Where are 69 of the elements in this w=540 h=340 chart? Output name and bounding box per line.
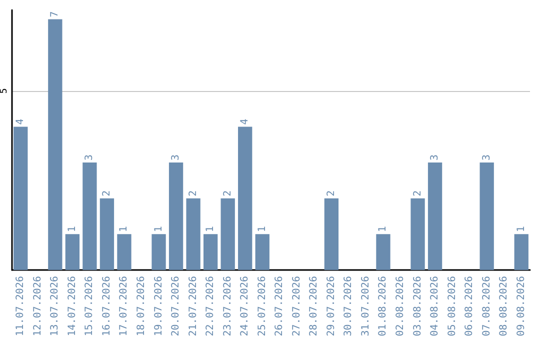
x-tick-label: 24.07.2026: [240, 276, 251, 336]
bar: [514, 234, 528, 270]
x-tick-label: 06.08.2026: [464, 276, 476, 336]
bar: [480, 162, 494, 270]
x-tick-label: 05.08.2026: [446, 276, 458, 336]
x-tick-label: 03.08.2026: [412, 276, 424, 336]
bar: [117, 234, 132, 270]
data-label: 3: [481, 154, 492, 161]
x-tick-label: 07.08.2026: [481, 276, 492, 336]
data-label: 2: [412, 190, 424, 196]
x-tick-label: 18.07.2026: [136, 276, 147, 336]
data-label: 3: [430, 154, 441, 161]
x-tick-label: 28.07.2026: [308, 276, 320, 336]
x-tick-label: 02.08.2026: [395, 276, 406, 336]
x-tick-label: 30.07.2026: [343, 276, 354, 336]
x-tick-label: 19.07.2026: [153, 276, 164, 336]
x-tick-label: 26.07.2026: [274, 276, 286, 336]
data-label: 1: [205, 226, 216, 232]
bar: [152, 234, 166, 270]
data-label: 1: [256, 226, 268, 232]
bar: [238, 126, 252, 270]
data-label: 1: [66, 226, 78, 232]
x-tick-label: 13.07.2026: [50, 276, 61, 336]
data-label: 1: [516, 226, 527, 232]
bar: [65, 234, 80, 270]
x-tick-label: 09.08.2026: [516, 276, 527, 336]
bar: [376, 234, 390, 270]
x-tick-label: 12.07.2026: [32, 276, 44, 336]
data-label: 1: [378, 226, 389, 232]
bar: [255, 234, 270, 270]
x-tick-label: 11.07.2026: [15, 276, 26, 336]
bar: [186, 198, 200, 270]
data-label: 3: [84, 154, 96, 161]
data-label: 2: [188, 190, 199, 196]
x-tick-label: 21.07.2026: [188, 276, 199, 336]
bar: [48, 19, 62, 270]
x-tick-label: 23.07.2026: [222, 276, 234, 336]
x-tick-label: 22.07.2026: [205, 276, 216, 336]
data-label: 1: [153, 226, 164, 232]
x-tick-label: 16.07.2026: [101, 276, 112, 336]
data-label: 2: [326, 190, 337, 196]
x-tick-label: 29.07.2026: [326, 276, 337, 336]
x-tick-label: 25.07.2026: [256, 276, 268, 336]
bar: [428, 162, 442, 270]
bar: [220, 198, 235, 270]
data-label: 1: [118, 226, 130, 232]
bar: [82, 162, 97, 270]
data-label: 4: [15, 118, 26, 125]
x-tick-label: 08.08.2026: [498, 276, 510, 336]
x-tick-label: 20.07.2026: [170, 276, 182, 336]
bar: [324, 198, 339, 270]
data-label: 7: [50, 11, 61, 18]
data-label: 3: [170, 154, 182, 161]
bar: [203, 234, 218, 270]
x-tick-label: 04.08.2026: [430, 276, 441, 336]
y-tick-label: 5: [0, 88, 10, 94]
data-label: 4: [240, 118, 251, 125]
bar: [100, 198, 114, 270]
x-tick-label: 14.07.2026: [66, 276, 78, 336]
bar: [168, 162, 184, 270]
x-tick-label: 27.07.2026: [291, 276, 302, 336]
data-label: 2: [222, 190, 234, 196]
data-label: 2: [101, 190, 112, 196]
x-tick-label: 31.07.2026: [360, 276, 372, 336]
bar: [14, 126, 28, 270]
x-tick-label: 17.07.2026: [118, 276, 130, 336]
x-tick-label: 01.08.2026: [378, 276, 389, 336]
x-tick-label: 15.07.2026: [84, 276, 96, 336]
bar: [410, 198, 425, 270]
